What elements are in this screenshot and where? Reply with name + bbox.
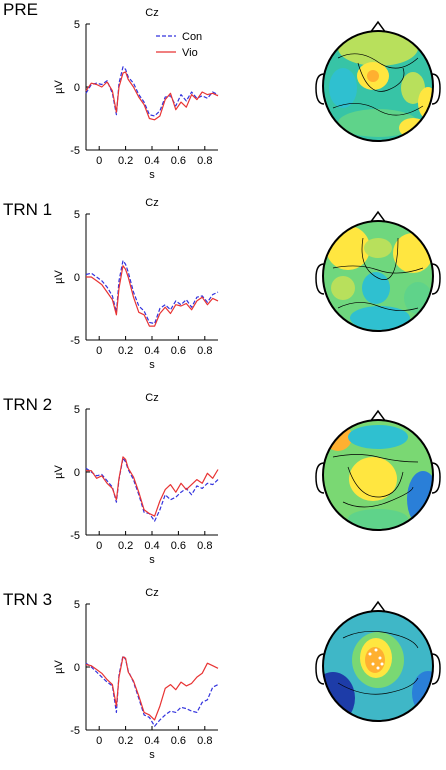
y-tick-label: -5: [70, 335, 80, 347]
y-axis-label: µV: [53, 80, 65, 94]
x-tick-label: 0: [96, 345, 102, 357]
left-ear-icon: [315, 73, 325, 105]
y-tick-label: 5: [74, 404, 80, 416]
x-tick-label: 0.6: [171, 155, 186, 167]
erp-plot: Cz -5 0 5 0 0.2 0.4 0.6 0.8 µV s: [53, 392, 219, 566]
y-tick-label: 5: [74, 19, 80, 31]
x-tick-label: 0.6: [171, 735, 186, 747]
x-axis-label: s: [149, 554, 155, 566]
y-axis-label: µV: [53, 465, 65, 479]
panel-trn3: TRN 3 Cz -5 0 5 0 0.2 0.4 0.6 0.8 µV s: [0, 580, 446, 770]
x-tick-label: 0.2: [118, 540, 133, 552]
y-tick-label: -5: [70, 145, 80, 157]
y-tick-label: 5: [74, 209, 80, 221]
x-tick-label: 0.8: [197, 345, 212, 357]
panel-label: PRE: [3, 0, 38, 19]
topomap: [315, 20, 441, 142]
x-tick-label: 0.6: [171, 540, 186, 552]
series-line-vio: [85, 656, 219, 721]
chart-title: Cz: [145, 7, 158, 19]
erp-plot: Cz -5 0 5 0 0.2 0.4 0.6 0.8 µV s: [53, 587, 219, 761]
y-axis-label: µV: [53, 270, 65, 284]
series-line-con: [85, 457, 219, 522]
left-ear-icon: [315, 263, 325, 295]
x-tick-label: 0.4: [144, 540, 159, 552]
head-outline: [322, 220, 434, 332]
x-tick-label: 0: [96, 540, 102, 552]
legend-label: Vio: [182, 47, 198, 59]
x-axis-label: s: [149, 169, 155, 181]
x-tick-label: 0.2: [118, 735, 133, 747]
y-tick-label: 0: [74, 662, 80, 674]
x-tick-label: 0.8: [197, 540, 212, 552]
x-tick-label: 0.6: [171, 345, 186, 357]
head-outline: [322, 30, 434, 142]
right-ear-icon: [431, 73, 441, 105]
chart-title: Cz: [145, 587, 158, 599]
x-tick-label: 0: [96, 735, 102, 747]
y-tick-label: 0: [74, 467, 80, 479]
x-tick-label: 0: [96, 155, 102, 167]
x-tick-label: 0.8: [197, 155, 212, 167]
y-tick-label: 0: [74, 82, 80, 94]
right-ear-icon: [431, 653, 441, 685]
series-line-vio: [86, 456, 219, 517]
head-outline: [322, 610, 434, 722]
x-tick-label: 0.4: [144, 735, 159, 747]
panel-label: TRN 3: [3, 590, 53, 609]
panel-pre: PRE Cz -5 0 5 0 0.2 0.4 0.6 0.8 µV s Con Vio: [0, 0, 446, 190]
x-axis-label: s: [149, 359, 155, 371]
x-tick-label: 0.2: [118, 155, 133, 167]
left-ear-icon: [315, 462, 325, 494]
x-axis-label: s: [149, 749, 155, 761]
series-line-vio: [86, 265, 219, 327]
series-line-con: [85, 259, 219, 325]
topomap: [315, 409, 441, 531]
x-tick-label: 0.4: [144, 155, 159, 167]
x-tick-label: 0.2: [118, 345, 133, 357]
y-tick-label: -5: [70, 725, 80, 737]
x-tick-label: 0.4: [144, 345, 159, 357]
erp-plot: Cz -5 0 5 0 0.2 0.4 0.6 0.8 µV s Con Vio: [53, 7, 219, 181]
panel-trn2: TRN 2 Cz -5 0 5 0 0.2 0.4 0.6 0.8 µV s: [0, 385, 446, 575]
series-line-con: [85, 66, 219, 117]
legend-label: Con: [182, 31, 202, 43]
y-tick-label: -5: [70, 530, 80, 542]
panel-label: TRN 2: [3, 395, 53, 414]
erp-plot: Cz -5 0 5 0 0.2 0.4 0.6 0.8 µV s: [53, 197, 219, 371]
y-axis-label: µV: [53, 660, 65, 674]
panel-trn1: TRN 1 Cz -5 0 5 0 0.2 0.4 0.6 0.8 µV s: [0, 190, 446, 380]
chart-title: Cz: [145, 197, 158, 209]
left-ear-icon: [315, 653, 325, 685]
topomap: [315, 600, 441, 722]
right-ear-icon: [431, 263, 441, 295]
chart-title: Cz: [145, 392, 158, 404]
series-line-con: [85, 655, 219, 727]
panel-label: TRN 1: [3, 200, 53, 219]
series-line-vio: [85, 71, 219, 121]
topomap: [315, 210, 441, 332]
head-outline: [322, 419, 434, 531]
y-tick-label: 0: [74, 272, 80, 284]
y-tick-label: 5: [74, 599, 80, 611]
x-tick-label: 0.8: [197, 735, 212, 747]
right-ear-icon: [431, 462, 441, 494]
